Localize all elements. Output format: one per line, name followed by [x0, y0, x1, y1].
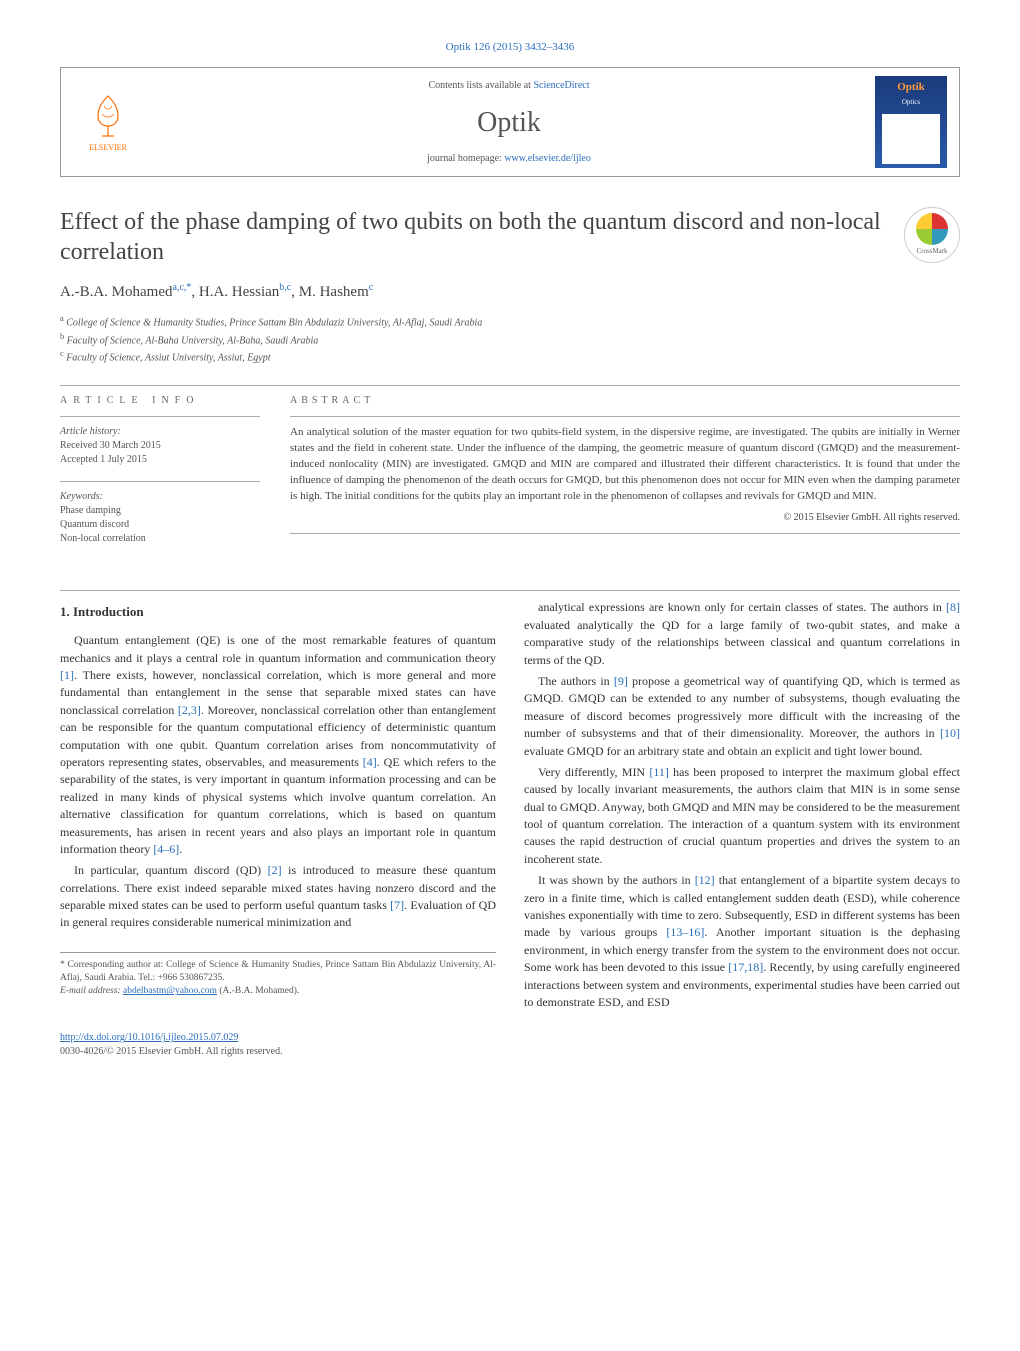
article-title: Effect of the phase damping of two qubit…	[60, 207, 884, 267]
cover-sub: Optics	[902, 98, 920, 108]
received-date: Received 30 March 2015	[60, 439, 260, 453]
paragraph: It was shown by the authors in [12] that…	[524, 872, 960, 1011]
cover-title: Optik	[897, 80, 925, 95]
journal-header: ELSEVIER Contents lists available at Sci…	[60, 67, 960, 177]
corresponding-author: * Corresponding author at: College of Sc…	[60, 959, 496, 986]
abstract-copyright: © 2015 Elsevier GmbH. All rights reserve…	[290, 511, 960, 525]
elsevier-logo: ELSEVIER	[73, 87, 143, 157]
email-attribution: (A.-B.A. Mohamed).	[217, 986, 299, 996]
footnote-block: * Corresponding author at: College of Sc…	[60, 952, 496, 999]
title-row: Effect of the phase damping of two qubit…	[60, 207, 960, 267]
author-2-sup: b,c	[279, 282, 291, 293]
homepage-line: journal homepage: www.elsevier.de/ijleo	[143, 152, 875, 166]
elsevier-tree-icon	[84, 92, 132, 140]
email-link[interactable]: abdelbastm@yahoo.com	[123, 986, 217, 996]
ref-link[interactable]: [12]	[695, 873, 715, 887]
divider	[60, 385, 960, 386]
homepage-prefix: journal homepage:	[427, 153, 504, 164]
cover-thumbnail	[882, 114, 940, 165]
info-abstract-row: ARTICLE INFO Article history: Received 3…	[60, 394, 960, 560]
abstract-divider-2	[290, 533, 960, 534]
issn-line: 0030-4026/© 2015 Elsevier GmbH. All righ…	[60, 1045, 960, 1059]
affiliation-b: Faculty of Science, Al-Baha University, …	[67, 335, 319, 346]
email-label: E-mail address:	[60, 986, 123, 996]
abstract-text: An analytical solution of the master equ…	[290, 425, 960, 505]
ref-link[interactable]: [13–16]	[666, 925, 704, 939]
homepage-link[interactable]: www.elsevier.de/ijleo	[504, 153, 591, 164]
crossmark-label: CrossMark	[916, 247, 947, 257]
authors: A.-B.A. Mohameda,c,*, H.A. Hessianb,c, M…	[60, 281, 960, 303]
body-columns: 1. Introduction Quantum entanglement (QE…	[60, 599, 960, 1011]
info-divider-2	[60, 481, 260, 482]
affiliation-c: Faculty of Science, Assiut University, A…	[66, 352, 270, 363]
citation-header: Optik 126 (2015) 3432–3436	[60, 40, 960, 55]
crossmark-badge[interactable]: CrossMark	[904, 207, 960, 263]
author-3-sup: c	[369, 282, 373, 293]
history-block: Article history: Received 30 March 2015 …	[60, 425, 260, 467]
ref-link[interactable]: [4–6]	[153, 842, 179, 856]
affiliations: a College of Science & Humanity Studies,…	[60, 313, 960, 365]
affiliation-a: College of Science & Humanity Studies, P…	[66, 318, 482, 329]
ref-link[interactable]: [1]	[60, 668, 74, 682]
ref-link[interactable]: [17,18]	[728, 960, 763, 974]
paragraph: Quantum entanglement (QE) is one of the …	[60, 632, 496, 858]
accepted-date: Accepted 1 July 2015	[60, 453, 260, 467]
email-line: E-mail address: abdelbastm@yahoo.com (A.…	[60, 985, 496, 998]
footer-block: http://dx.doi.org/10.1016/j.ijleo.2015.0…	[60, 1031, 960, 1059]
ref-link[interactable]: [7]	[390, 898, 404, 912]
contents-prefix: Contents lists available at	[428, 80, 533, 91]
ref-link[interactable]: [2]	[268, 863, 282, 877]
article-info-heading: ARTICLE INFO	[60, 394, 260, 408]
ref-link[interactable]: [4]	[363, 755, 377, 769]
paragraph: The authors in [9] propose a geometrical…	[524, 673, 960, 760]
article-info: ARTICLE INFO Article history: Received 3…	[60, 394, 260, 560]
keywords-label: Keywords:	[60, 490, 260, 504]
abstract-divider-1	[290, 416, 960, 417]
keyword: Quantum discord	[60, 518, 260, 532]
ref-link[interactable]: [10]	[940, 726, 960, 740]
journal-cover: Optik Optics	[875, 76, 947, 168]
history-label: Article history:	[60, 425, 260, 439]
ref-link[interactable]: [9]	[614, 674, 628, 688]
info-divider-1	[60, 416, 260, 417]
paragraph: analytical expressions are known only fo…	[524, 599, 960, 669]
keywords-block: Keywords: Phase damping Quantum discord …	[60, 490, 260, 546]
crossmark-icon	[916, 213, 948, 245]
doi-link[interactable]: http://dx.doi.org/10.1016/j.ijleo.2015.0…	[60, 1032, 238, 1043]
paragraph: Very differently, MIN [11] has been prop…	[524, 764, 960, 868]
page: Optik 126 (2015) 3432–3436 ELSEVIER Cont…	[0, 0, 1020, 1099]
contents-line: Contents lists available at ScienceDirec…	[143, 79, 875, 93]
author-3: , M. Hashem	[291, 284, 369, 300]
author-1-sup: a,c,*	[173, 282, 192, 293]
elsevier-label: ELSEVIER	[89, 142, 127, 153]
ref-link[interactable]: [8]	[946, 600, 960, 614]
author-1: A.-B.A. Mohamed	[60, 284, 173, 300]
journal-name: Optik	[143, 103, 875, 142]
keyword: Phase damping	[60, 504, 260, 518]
abstract: ABSTRACT An analytical solution of the m…	[290, 394, 960, 560]
author-2: , H.A. Hessian	[191, 284, 279, 300]
ref-link[interactable]: [2,3]	[178, 703, 201, 717]
section-heading: 1. Introduction	[60, 603, 496, 622]
abstract-heading: ABSTRACT	[290, 394, 960, 408]
header-center: Contents lists available at ScienceDirec…	[143, 79, 875, 166]
keyword: Non-local correlation	[60, 532, 260, 546]
paragraph: In particular, quantum discord (QD) [2] …	[60, 862, 496, 932]
sciencedirect-link[interactable]: ScienceDirect	[533, 80, 589, 91]
body-divider	[60, 590, 960, 591]
ref-link[interactable]: [11]	[649, 765, 669, 779]
